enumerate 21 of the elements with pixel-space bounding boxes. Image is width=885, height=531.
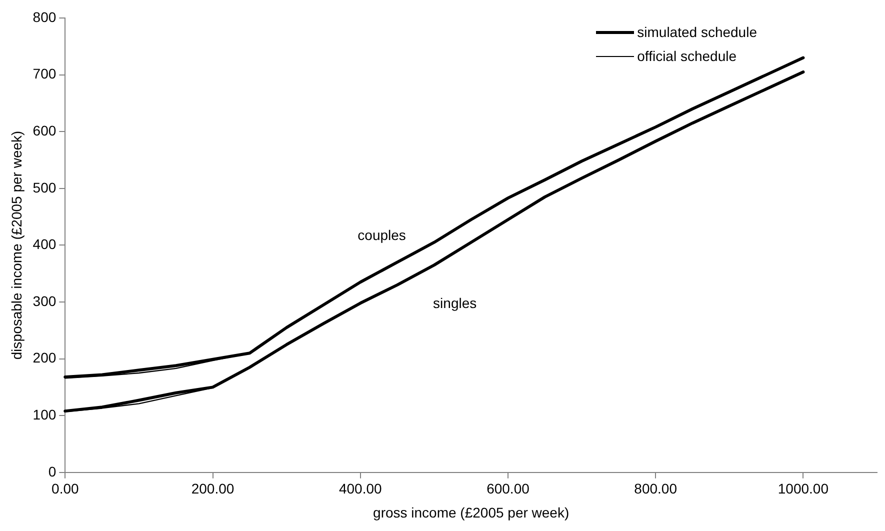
legend-label: official schedule [637,48,737,64]
y-tick-label: 800 [32,8,56,25]
y-tick-label: 200 [32,350,56,366]
x-tick-label: 600.00 [486,480,530,497]
annotation: singles [433,295,477,312]
y-axis-title: disposable income (£2005 per week) [8,130,24,360]
x-tick-label: 800.00 [634,480,678,497]
annotation: couples [358,226,406,243]
y-tick-label: 100 [32,406,56,422]
y-tick-label: 300 [32,292,56,309]
y-tick-label: 700 [32,66,56,82]
legend-label: simulated schedule [637,24,757,40]
y-tick-label: 600 [32,122,56,138]
x-tick-label: 200.00 [191,480,234,497]
y-tick-label: 500 [32,179,56,196]
y-tick-label: 0 [48,463,56,480]
x-tick-label: 400.00 [338,480,382,497]
x-tick-label: 0.00 [52,480,79,497]
y-tick-label: 400 [32,236,56,252]
x-tick-label: 1000.00 [778,480,829,497]
x-axis-title: gross income (£2005 per week) [373,504,570,520]
